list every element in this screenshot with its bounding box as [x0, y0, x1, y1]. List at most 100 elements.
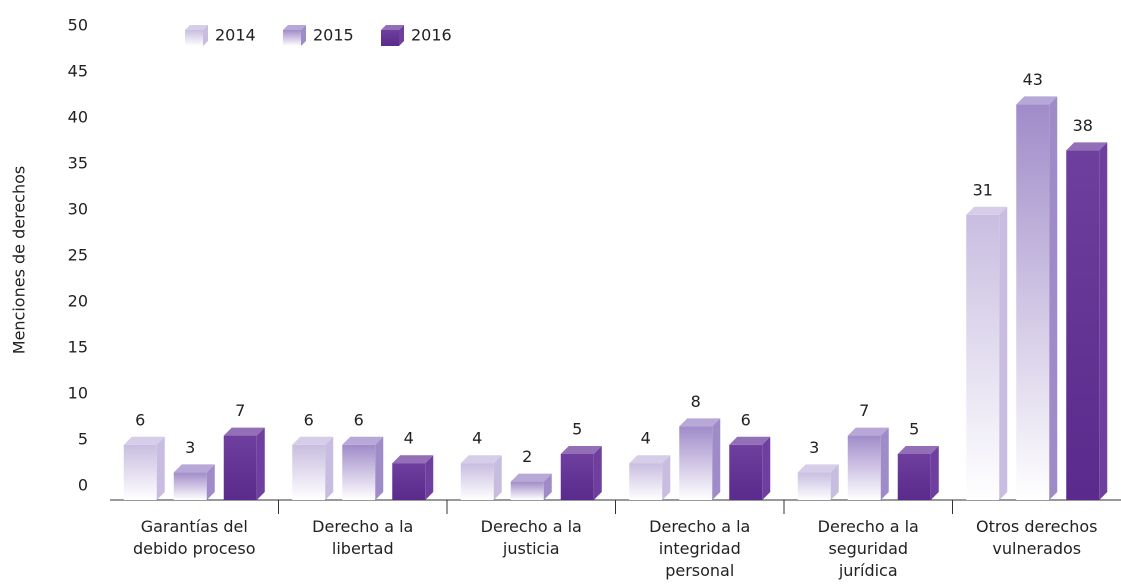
bar-top — [392, 455, 434, 464]
legend-label: 2015 — [313, 26, 354, 45]
bar-side — [712, 418, 721, 500]
bar-side — [543, 473, 552, 500]
value-label: 5 — [572, 420, 582, 439]
bar-top — [460, 455, 502, 464]
x-tick-label: Derecho a la integridad personal — [649, 517, 750, 580]
bar — [1066, 142, 1108, 500]
y-tick-label: 5 — [78, 430, 88, 449]
value-label: 38 — [1073, 116, 1093, 135]
bar-side — [493, 455, 502, 500]
value-label: 5 — [909, 420, 919, 439]
bar-front — [560, 454, 594, 500]
value-label: 31 — [973, 180, 993, 199]
y-axis-label: Menciones de derechos — [10, 166, 29, 354]
value-label: 6 — [304, 410, 314, 429]
y-tick-label: 0 — [78, 476, 88, 495]
bar-top — [797, 464, 839, 473]
legend-swatch-side — [203, 25, 208, 46]
legend-swatch — [381, 25, 404, 46]
bar — [510, 473, 552, 500]
legend-label: 2014 — [215, 26, 256, 45]
legend-swatch-top — [185, 25, 208, 30]
value-label: 6 — [135, 410, 145, 429]
bar-side — [256, 427, 265, 500]
y-tick-label: 45 — [68, 62, 88, 81]
value-label: 4 — [404, 429, 414, 448]
x-tick-label: Derecho a la seguridad jurídica — [818, 517, 919, 580]
bar-front — [679, 426, 713, 500]
value-label: 2 — [522, 447, 532, 466]
bar-front — [729, 444, 763, 500]
y-tick-label: 15 — [68, 338, 88, 357]
bar-front — [292, 444, 326, 500]
bar-front — [223, 435, 257, 500]
legend-swatch-top — [283, 25, 306, 30]
y-tick-label: 25 — [68, 246, 88, 265]
bar-side — [930, 446, 939, 500]
x-tick-label: Derecho a la justicia — [481, 517, 582, 558]
bar-front — [1016, 104, 1050, 501]
bar-side — [206, 464, 215, 500]
bar-top — [966, 206, 1008, 215]
bar-front — [797, 472, 831, 500]
legend-swatch-side — [399, 25, 404, 46]
bar-front — [1066, 150, 1100, 500]
bar — [560, 446, 602, 500]
bar-front — [510, 481, 544, 500]
bar-top — [510, 473, 552, 482]
bar — [223, 427, 265, 500]
bar-front — [342, 444, 376, 500]
bar — [123, 436, 165, 500]
bar-side — [1099, 142, 1108, 500]
bar — [460, 455, 502, 500]
bar — [797, 464, 839, 500]
value-label: 4 — [641, 429, 651, 448]
bar-side — [1049, 96, 1058, 501]
legend-swatch — [283, 25, 306, 46]
bar-top — [173, 464, 215, 473]
value-label: 4 — [472, 429, 482, 448]
legend-label: 2016 — [411, 26, 452, 45]
bar-front — [897, 454, 931, 500]
bar-side — [880, 427, 889, 500]
bar-front — [966, 214, 1000, 501]
bar-top — [342, 436, 384, 445]
bar — [173, 464, 215, 500]
bar-top — [123, 436, 165, 445]
value-label: 8 — [691, 392, 701, 411]
y-tick-label: 50 — [68, 16, 88, 35]
bar — [1016, 96, 1058, 501]
y-tick-label: 10 — [68, 384, 88, 403]
bar-top — [1016, 96, 1058, 105]
bar — [342, 436, 384, 500]
bar-side — [156, 436, 165, 500]
x-tick-label: Otros derechos vulnerados — [976, 517, 1097, 558]
bar — [847, 427, 889, 500]
bar-front — [173, 472, 207, 500]
x-tick-label: Garantías del debido proceso — [133, 517, 256, 558]
value-label: 6 — [741, 410, 751, 429]
x-tick-label: Derecho a la libertad — [312, 517, 413, 558]
bar-side — [830, 464, 839, 500]
legend-swatch-side — [301, 25, 306, 46]
bar-side — [425, 455, 434, 500]
value-label: 6 — [354, 410, 364, 429]
bar-side — [662, 455, 671, 500]
bar-side — [325, 436, 334, 500]
bar-top — [560, 446, 602, 454]
bar-side — [593, 446, 602, 500]
bar-front — [460, 463, 494, 500]
bar-front — [392, 463, 426, 500]
y-tick-label: 40 — [68, 108, 88, 127]
y-tick-label: 20 — [68, 292, 88, 311]
bar-front — [629, 463, 663, 500]
bar-side — [375, 436, 384, 500]
bar-top — [292, 436, 334, 445]
bar-top — [729, 436, 771, 445]
bar-top — [1066, 142, 1108, 151]
bar-top — [223, 427, 265, 436]
y-tick-label: 30 — [68, 200, 88, 219]
bar-side — [999, 206, 1008, 501]
value-label: 7 — [235, 401, 245, 420]
